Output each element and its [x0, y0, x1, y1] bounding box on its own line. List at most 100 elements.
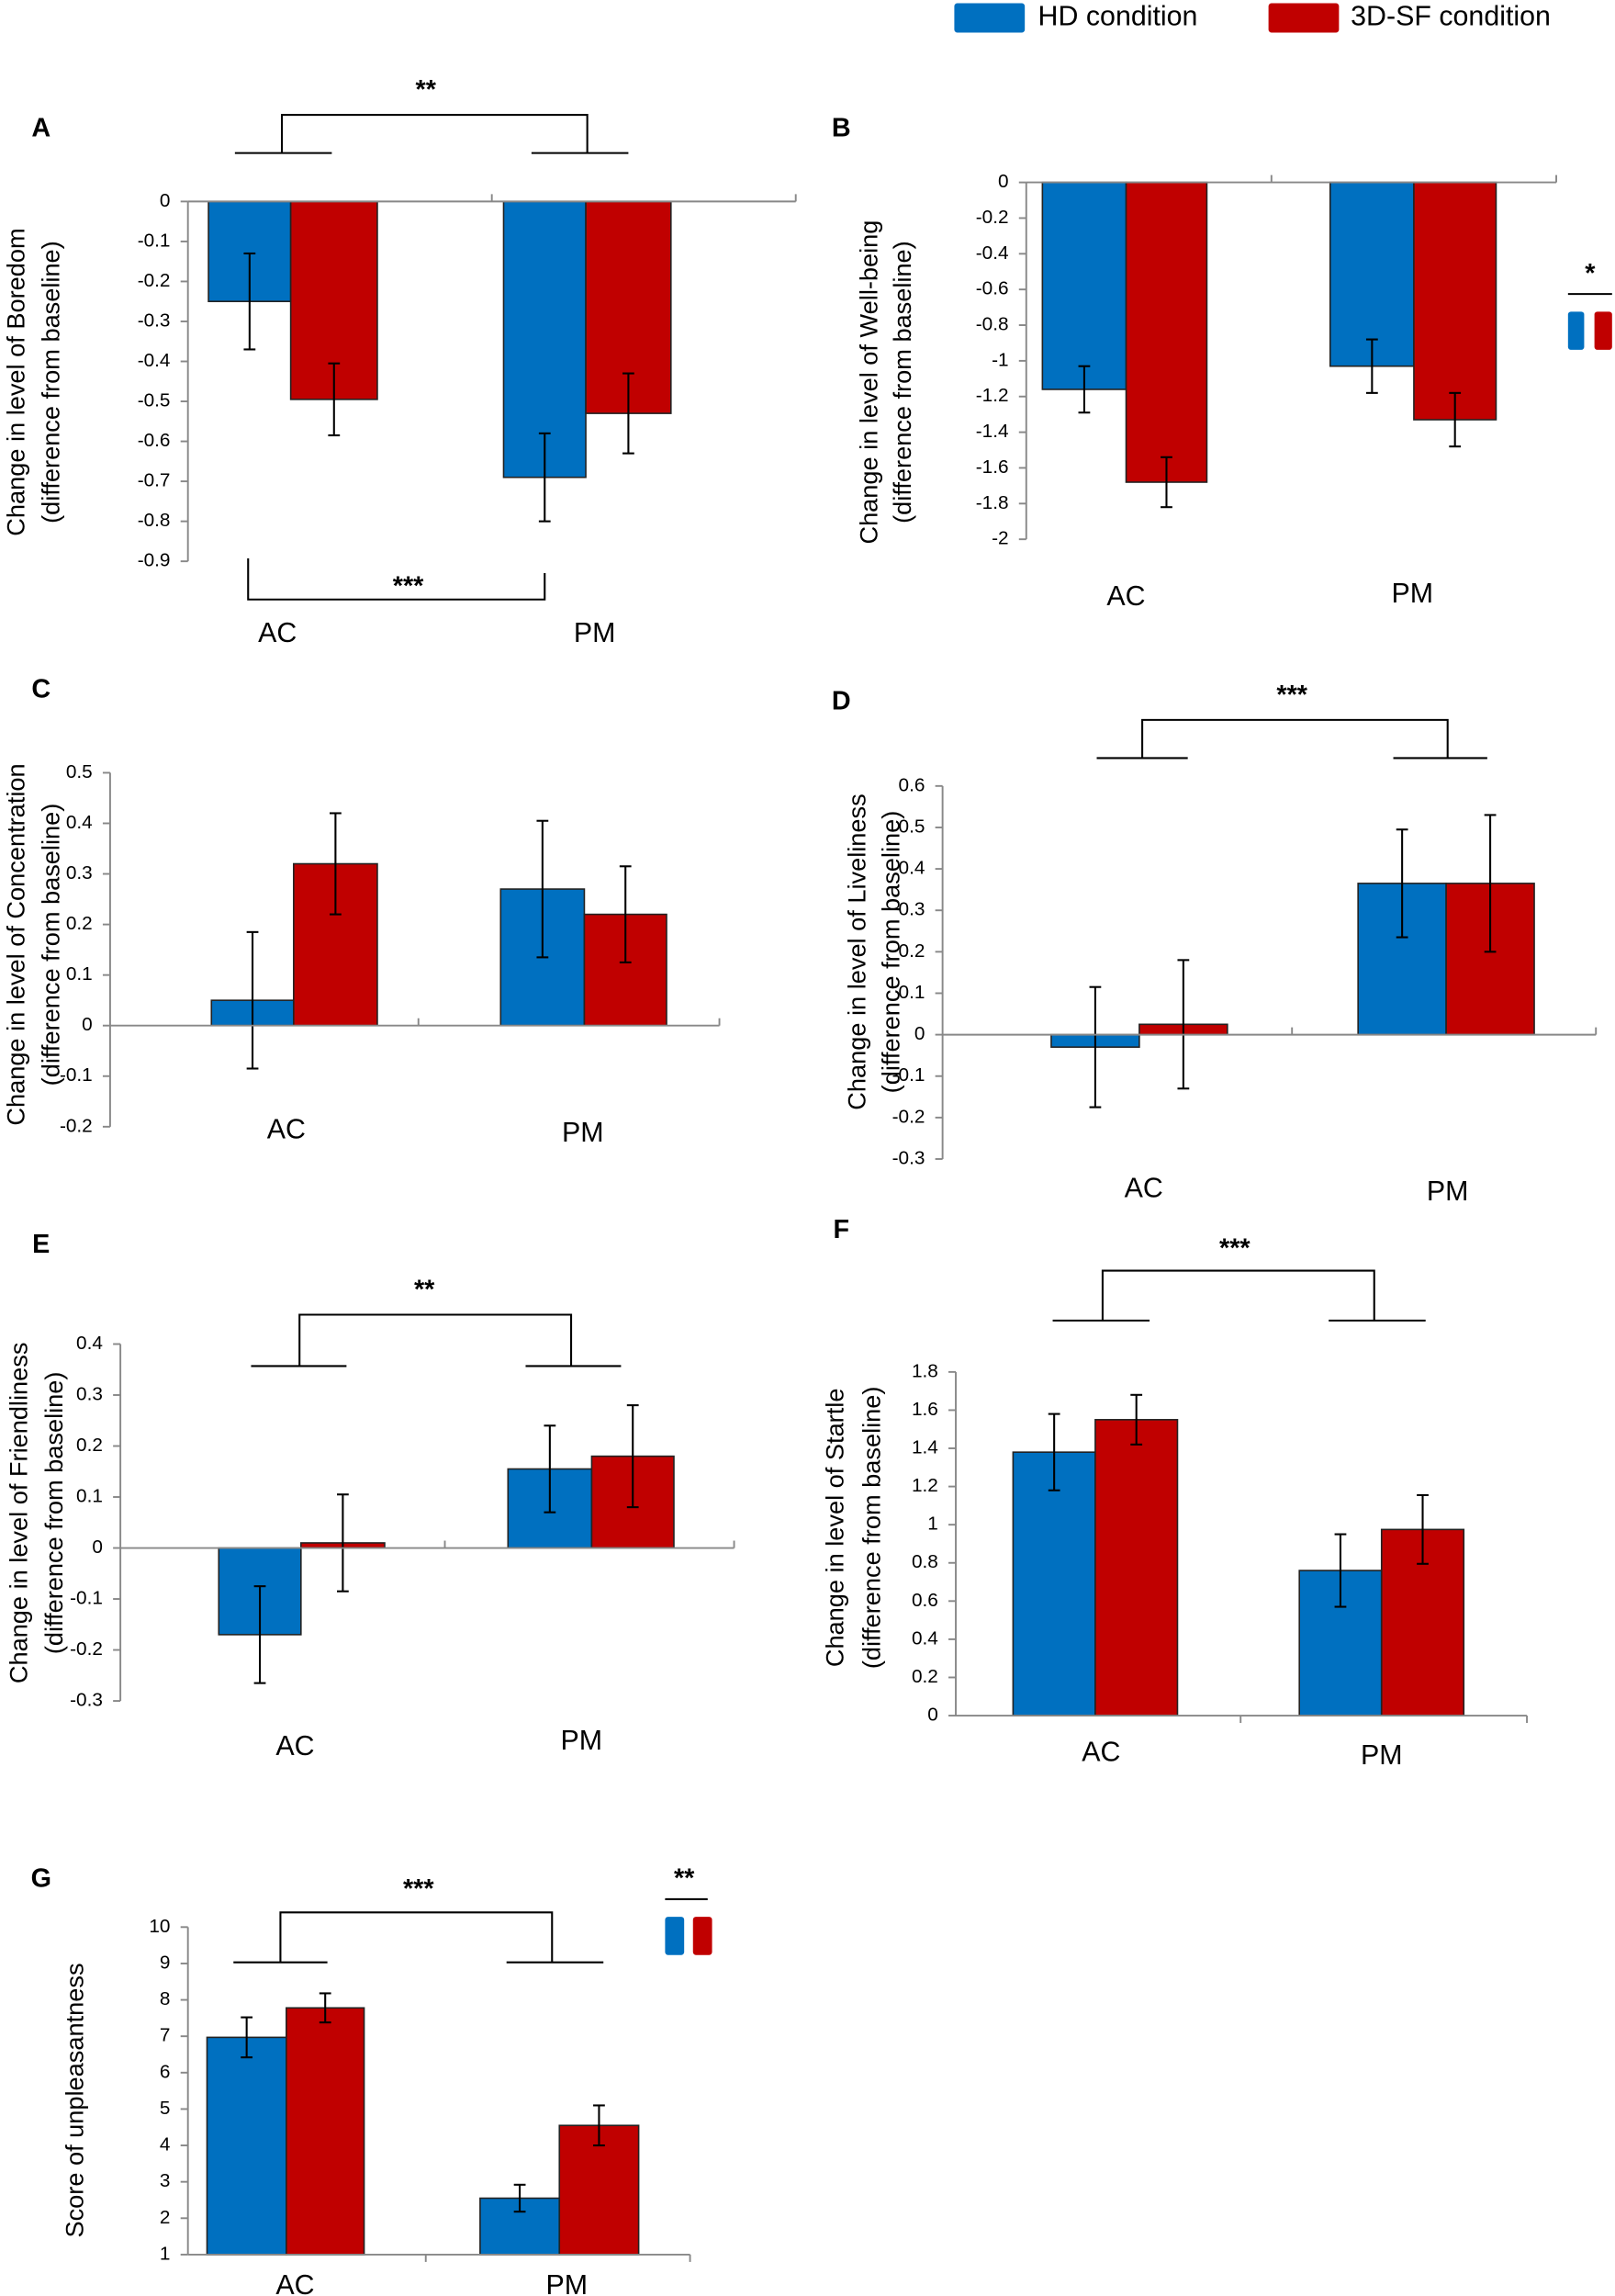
y-axis-label: (difference from baseline) — [37, 241, 65, 523]
y-tick-label: 4 — [160, 2134, 171, 2155]
significance-label: ** — [414, 1276, 435, 1305]
panel-letter: F — [833, 1215, 849, 1244]
significance-bracket — [247, 557, 546, 601]
x-tick-label: PM — [545, 2269, 588, 2296]
y-tick-label: -0.9 — [138, 550, 171, 571]
y-tick-label: -0.2 — [976, 207, 1009, 228]
panel-letter: D — [832, 686, 851, 715]
y-tick-label: -1.4 — [976, 421, 1009, 442]
y-tick-label: -0.3 — [892, 1147, 925, 1168]
panel-f: F Change in level of Startle (difference f… — [821, 1215, 1529, 1771]
y-tick-label: 0.4 — [76, 1333, 103, 1354]
panel-a: A Change in level of Boredom (difference f… — [1, 75, 797, 648]
panel-d: D Change in level of Liveliness (differenc… — [832, 681, 1598, 1207]
condition-swatch — [692, 1917, 712, 1955]
y-tick-label: -0.6 — [138, 430, 171, 451]
y-tick-label: 0.5 — [899, 816, 925, 837]
y-tick-label: -0.5 — [138, 390, 171, 411]
y-tick-label: 3 — [160, 2170, 171, 2191]
panel-g: G Score of unpleasantness 10 9 8 7 6 5 4 3 2 1 AC PM *… — [31, 1864, 712, 2296]
y-tick-label: -0.2 — [70, 1638, 103, 1660]
y-axis-label: (difference from baseline) — [876, 811, 904, 1094]
y-axis-label: (difference from baseline) — [37, 804, 65, 1086]
y-axis-label: Score of unpleasantness — [60, 1963, 88, 2237]
x-tick-label: PM — [1427, 1176, 1469, 1207]
y-tick-label: 0 — [998, 171, 1009, 192]
y-tick-label: 0 — [914, 1023, 925, 1044]
y-tick-label: 0.1 — [66, 963, 93, 985]
panel-b: B Change in level of Well-being (differenc… — [832, 114, 1612, 612]
y-tick-label: -1.2 — [976, 385, 1009, 406]
y-tick-label: -0.1 — [70, 1588, 103, 1609]
y-tick-label: -0.2 — [60, 1115, 93, 1136]
significance-bracket — [298, 1313, 573, 1367]
bar-3d-sf-ac — [286, 2007, 365, 2256]
y-tick-label: -0.1 — [892, 1064, 925, 1086]
significance-bracket — [280, 114, 589, 153]
y-tick-label: 0.1 — [899, 982, 925, 1003]
significance-label: ** — [416, 75, 437, 105]
x-tick-label: AC — [1082, 1737, 1120, 1768]
x-tick-label: AC — [1125, 1173, 1163, 1204]
y-tick-label: -0.1 — [60, 1064, 93, 1086]
y-axis-label: Change in level of Liveliness — [843, 793, 871, 1109]
y-tick-label: -0.2 — [892, 1106, 925, 1127]
y-tick-label: -0.6 — [976, 278, 1009, 299]
legend-label-sf: 3D-SF condition — [1351, 1, 1551, 32]
x-tick-label: PM — [574, 617, 616, 648]
y-tick-label: 8 — [160, 1988, 171, 2009]
y-tick-label: 0 — [927, 1705, 938, 1726]
x-tick-label: AC — [275, 2269, 314, 2296]
y-tick-label: 7 — [160, 2025, 171, 2046]
x-tick-label: AC — [1106, 580, 1145, 612]
y-tick-label: 1.6 — [912, 1399, 938, 1420]
y-axis-label: Change in level of Friendliness — [5, 1343, 33, 1684]
y-tick-label: 0.4 — [66, 812, 93, 833]
x-tick-label: PM — [560, 1725, 602, 1756]
y-tick-label: 5 — [160, 2098, 171, 2119]
bar-3d-sf-ac — [1094, 1419, 1179, 1716]
y-tick-label: 0.5 — [66, 761, 93, 782]
significance-bracket — [279, 1911, 554, 1963]
y-tick-label: -0.7 — [138, 470, 171, 491]
legend-label-hd: HD condition — [1038, 1, 1198, 32]
y-tick-label: 0.1 — [76, 1485, 103, 1506]
y-tick-label: 0 — [92, 1536, 103, 1558]
x-tick-label: PM — [1361, 1739, 1403, 1771]
x-tick-label: PM — [562, 1117, 604, 1148]
y-tick-label: -0.2 — [138, 270, 171, 291]
x-tick-label: AC — [267, 1114, 306, 1145]
y-axis-label: (difference from baseline) — [888, 241, 916, 523]
y-tick-label: -0.3 — [138, 310, 171, 331]
bar-hd-ac — [206, 2036, 287, 2256]
y-tick-label: -1.8 — [976, 492, 1009, 513]
bar-3d-sf-ac — [1125, 181, 1208, 483]
y-tick-label: 0.4 — [912, 1627, 938, 1649]
condition-significance-label: * — [1585, 259, 1596, 288]
significance-label: *** — [393, 572, 424, 602]
y-tick-label: 0.3 — [66, 862, 93, 884]
y-tick-label: -0.1 — [138, 230, 171, 251]
y-tick-label: 0.3 — [899, 899, 925, 920]
y-tick-label: 0.6 — [899, 774, 925, 795]
significance-label: *** — [403, 1874, 434, 1904]
y-tick-label: 0.6 — [912, 1590, 938, 1611]
condition-swatch — [1567, 311, 1585, 350]
y-tick-label: 0 — [160, 190, 171, 211]
y-tick-label: 9 — [160, 1952, 171, 1973]
panel-letter: E — [32, 1230, 50, 1259]
x-tick-label: AC — [275, 1730, 314, 1761]
panel-letter: G — [31, 1864, 51, 1894]
y-tick-label: 0.2 — [66, 913, 93, 934]
y-tick-label: 2 — [160, 2207, 171, 2228]
y-tick-label: 0.4 — [899, 858, 925, 879]
legend-swatch-sf — [1268, 3, 1340, 33]
y-tick-label: 1.2 — [912, 1475, 938, 1496]
panel-c: C Change in level of Concentration (differ… — [1, 674, 721, 1148]
y-tick-label: 1 — [160, 2243, 171, 2264]
y-axis-label: (difference from baseline) — [39, 1372, 68, 1655]
bar-hd-ac — [1012, 1451, 1096, 1716]
y-tick-label: -1.6 — [976, 456, 1009, 478]
y-tick-label: 6 — [160, 2061, 171, 2082]
